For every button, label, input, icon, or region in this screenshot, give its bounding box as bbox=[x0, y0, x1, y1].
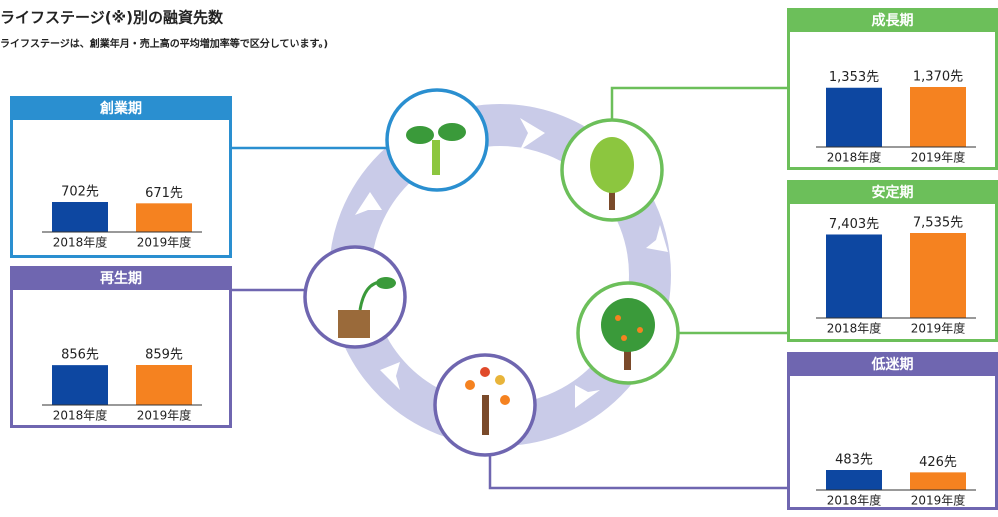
panel-title: 再生期 bbox=[100, 270, 142, 287]
x-tick-label: 2019年度 bbox=[911, 150, 966, 165]
bar bbox=[826, 234, 882, 318]
value-label: 1,370先 bbox=[913, 70, 963, 85]
panel-title: 成長期 bbox=[872, 12, 914, 29]
panel-title: 安定期 bbox=[872, 184, 914, 201]
value-label: 7,403先 bbox=[829, 217, 879, 232]
infographic: ライフステージ(※)別の融資先数 ライフステージは、創業年月・売上高の平均増加率… bbox=[0, 0, 998, 513]
value-label: 856先 bbox=[61, 348, 99, 363]
value-label: 702先 bbox=[61, 185, 99, 200]
panel bbox=[12, 98, 231, 257]
x-tick-label: 2018年度 bbox=[827, 493, 882, 508]
panel-title: 低迷期 bbox=[871, 356, 914, 373]
bar bbox=[910, 233, 966, 318]
bar bbox=[910, 472, 966, 490]
x-tick-label: 2018年度 bbox=[53, 408, 108, 423]
bar bbox=[826, 88, 882, 147]
value-label: 426先 bbox=[919, 455, 957, 470]
x-tick-label: 2019年度 bbox=[911, 493, 966, 508]
value-label: 1,353先 bbox=[829, 70, 879, 85]
bar bbox=[52, 365, 108, 405]
x-tick-label: 2019年度 bbox=[911, 321, 966, 336]
x-tick-label: 2019年度 bbox=[137, 235, 192, 250]
bar bbox=[136, 203, 192, 232]
value-label: 859先 bbox=[145, 348, 183, 363]
x-tick-label: 2018年度 bbox=[827, 321, 882, 336]
bar bbox=[826, 470, 882, 490]
x-tick-label: 2018年度 bbox=[827, 150, 882, 165]
panel bbox=[12, 268, 231, 427]
x-tick-label: 2018年度 bbox=[53, 235, 108, 250]
value-label: 7,535先 bbox=[913, 216, 963, 231]
value-label: 671先 bbox=[145, 186, 183, 201]
value-label: 483先 bbox=[835, 453, 873, 468]
x-tick-label: 2019年度 bbox=[137, 408, 192, 423]
bar bbox=[910, 87, 966, 147]
bar bbox=[52, 202, 108, 232]
page-title: ライフステージ(※)別の融資先数 bbox=[0, 9, 224, 27]
panel-title: 創業期 bbox=[99, 100, 142, 117]
page-note: ライフステージは、創業年月・売上高の平均増加率等で区分しています。) bbox=[0, 37, 328, 50]
bar bbox=[136, 365, 192, 405]
